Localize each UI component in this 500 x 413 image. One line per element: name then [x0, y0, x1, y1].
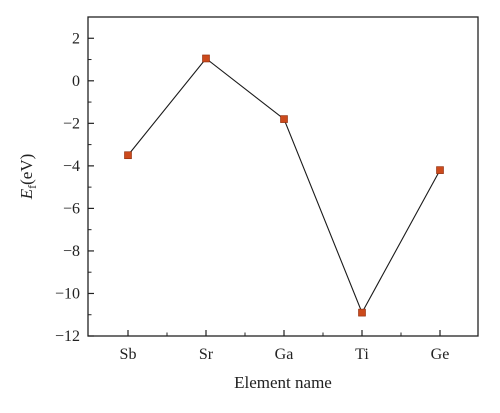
y-tick-label: −2	[63, 115, 80, 132]
y-tick-label: −12	[55, 328, 80, 345]
y-axis-title-subscript: f	[25, 185, 39, 189]
y-tick-label: 0	[72, 73, 80, 90]
series-line	[127, 57, 441, 314]
x-tick-label: Sr	[199, 346, 214, 363]
y-tick-label: −6	[63, 200, 80, 217]
y-tick-label: −4	[63, 158, 80, 175]
x-tick-label: Ga	[275, 346, 294, 363]
data-point	[436, 166, 444, 174]
y-axis-ticks: 2 0 −2 −4 −6 −8 −10 −12	[55, 30, 94, 345]
plot-frame	[87, 16, 479, 337]
y-tick-label: 2	[72, 30, 80, 47]
data-point	[202, 54, 210, 63]
y-axis-title: Ef(eV)	[17, 154, 39, 201]
x-axis-ticks: Sb Sr Ga Ti Ge	[120, 330, 450, 363]
x-tick-label: Ge	[431, 346, 450, 363]
y-tick-label: −10	[55, 285, 80, 302]
data-series	[124, 54, 444, 317]
y-tick-label: −8	[63, 243, 80, 260]
x-tick-label: Ti	[355, 346, 369, 363]
y-axis-title-symbol: E	[17, 188, 36, 200]
y-axis-title-unit: (eV)	[17, 154, 36, 185]
data-point	[358, 308, 366, 317]
x-tick-label: Sb	[120, 346, 137, 363]
x-axis-title: Element name	[234, 373, 332, 392]
data-point	[280, 115, 288, 123]
axes-frame	[87, 16, 479, 337]
data-point	[124, 151, 132, 160]
